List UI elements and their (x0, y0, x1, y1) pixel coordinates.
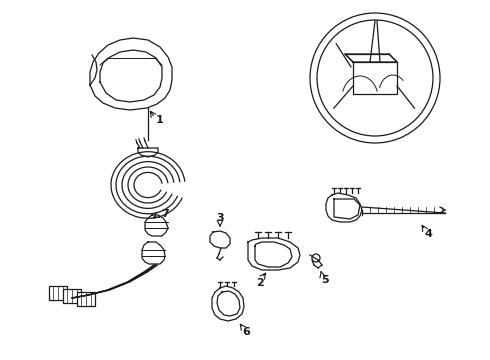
Text: 4: 4 (424, 229, 432, 239)
FancyBboxPatch shape (77, 292, 95, 306)
FancyBboxPatch shape (63, 289, 81, 303)
Circle shape (312, 254, 320, 262)
FancyBboxPatch shape (49, 286, 67, 300)
Text: 3: 3 (216, 213, 224, 223)
Text: 5: 5 (321, 275, 329, 285)
Text: 2: 2 (256, 278, 264, 288)
Text: 7: 7 (161, 209, 169, 219)
Text: 1: 1 (156, 115, 164, 125)
Text: 6: 6 (242, 327, 250, 337)
